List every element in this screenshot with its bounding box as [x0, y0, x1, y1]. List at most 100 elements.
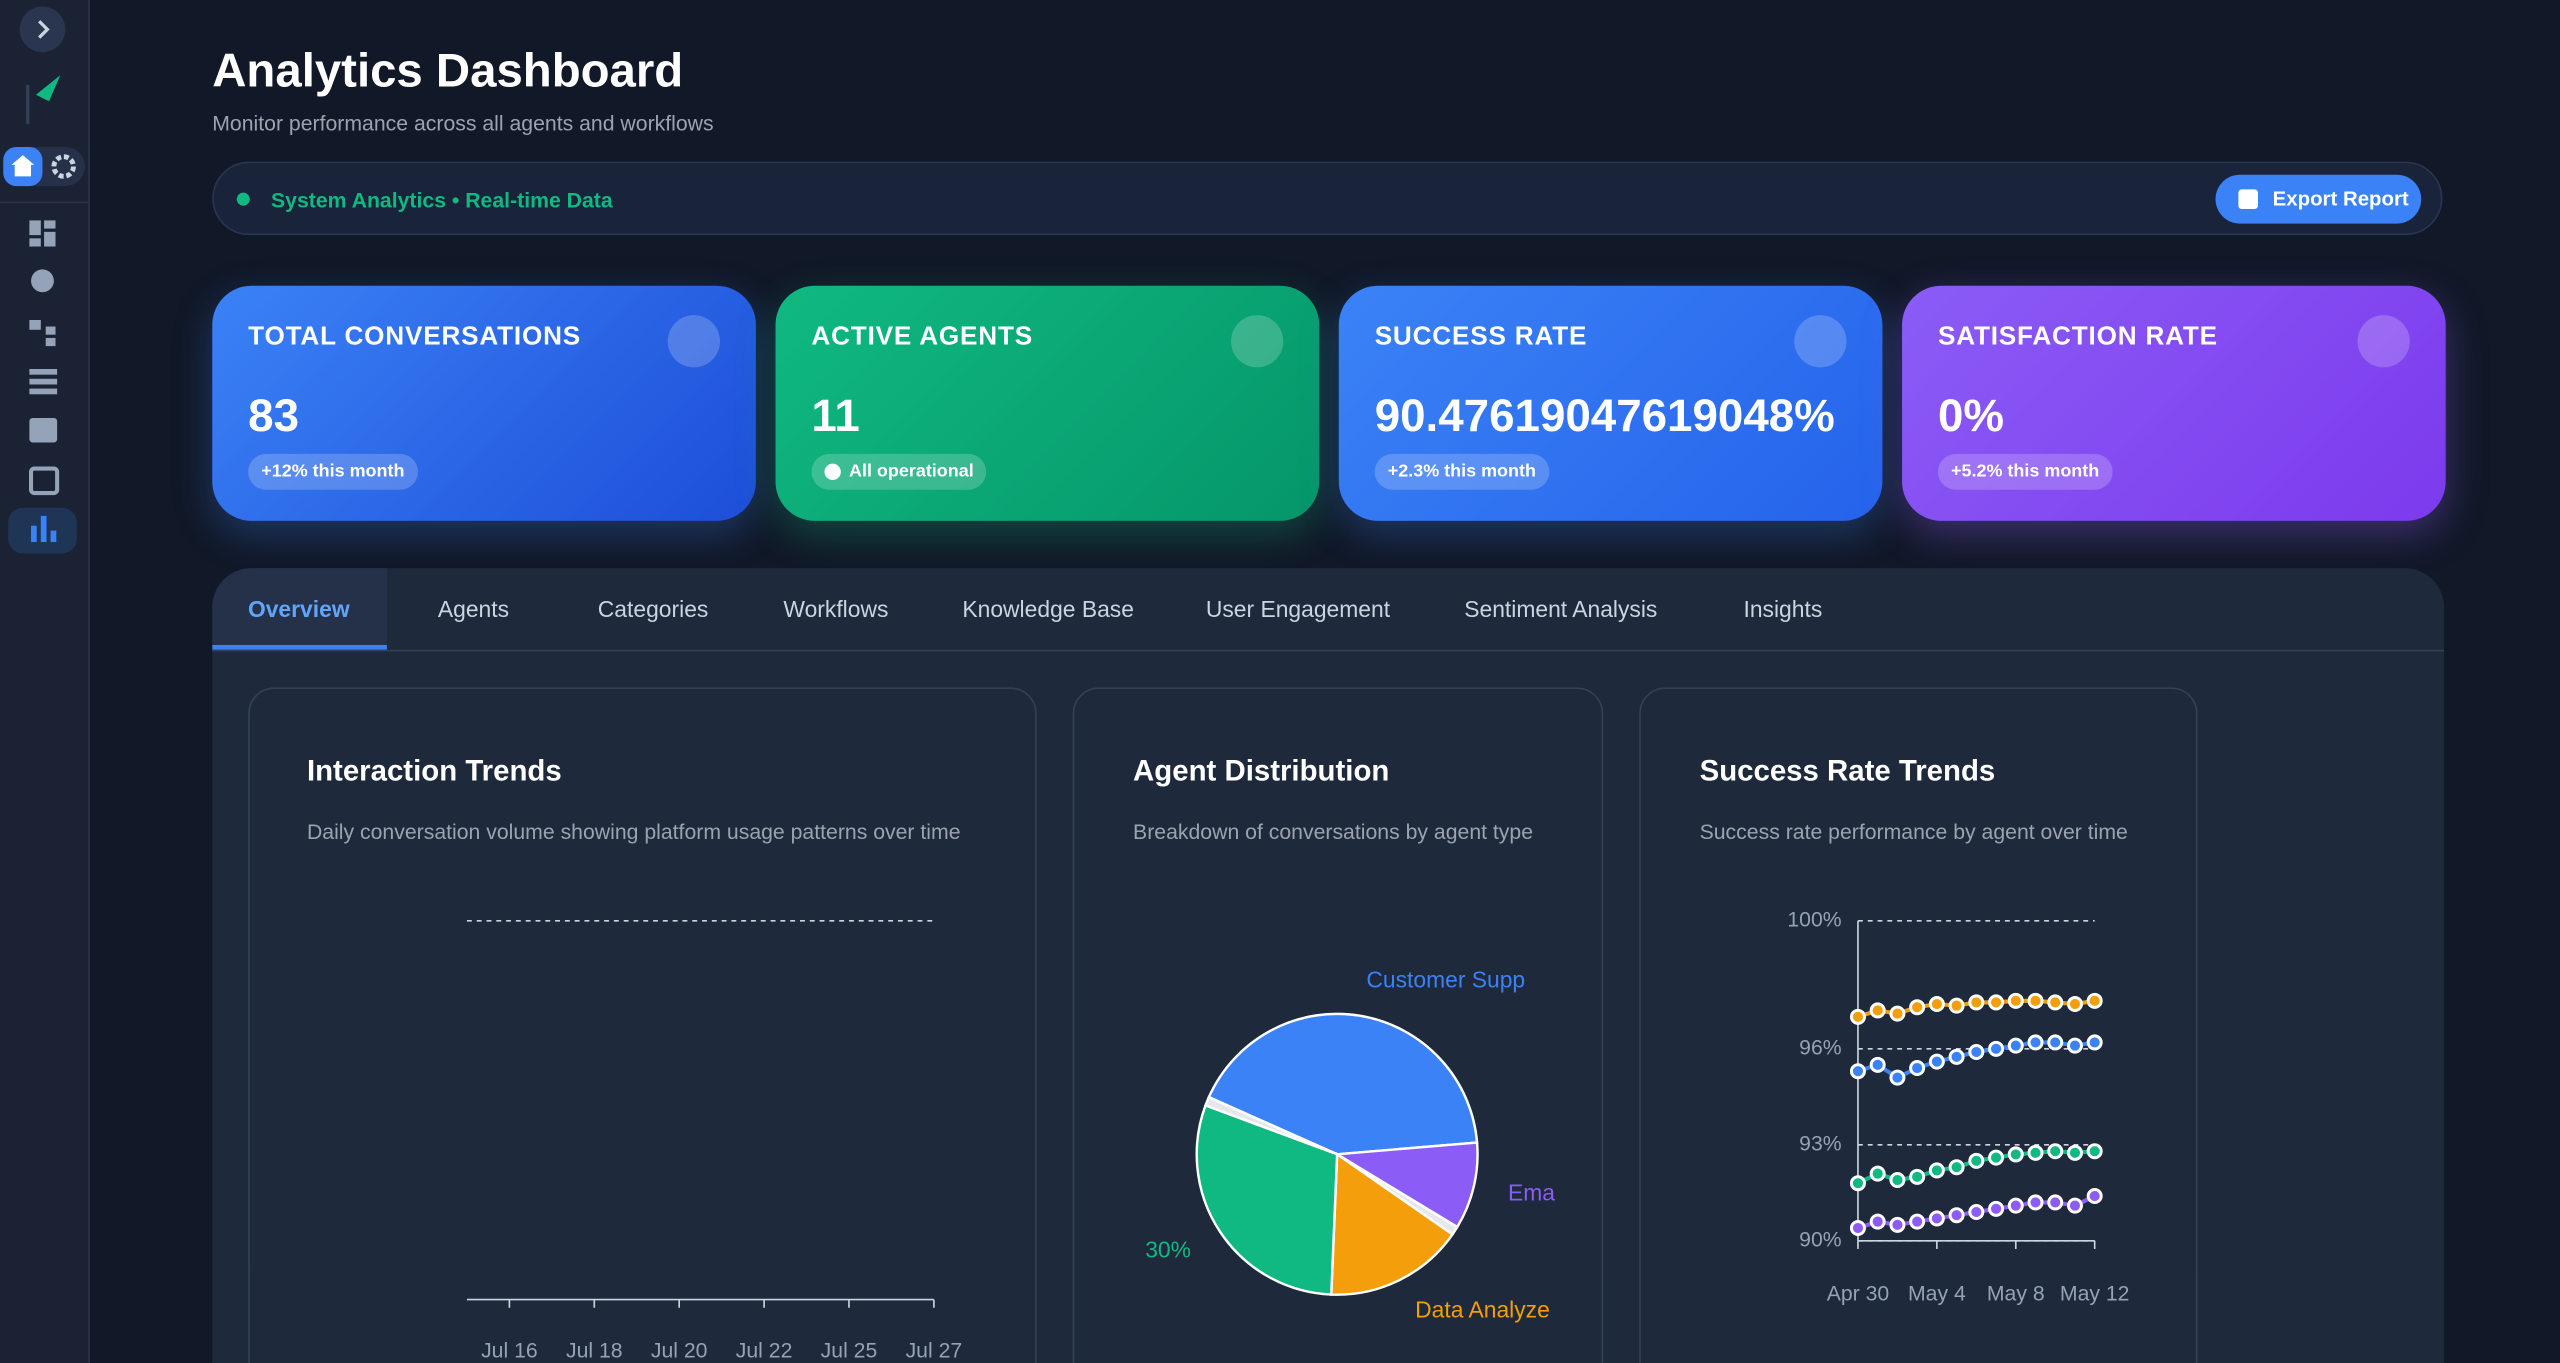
data-point	[2066, 1144, 2083, 1161]
tab[interactable]: Sentiment Analysis	[1464, 595, 1658, 623]
tab[interactable]: Knowledge Base	[962, 595, 1134, 623]
nav-icon	[29, 378, 58, 385]
stat-card: TOTAL CONVERSATIONS 83 +12% this month	[212, 285, 756, 521]
nav-icon	[31, 525, 37, 543]
tab-divider	[212, 649, 2445, 652]
data-point	[1889, 1172, 1906, 1189]
data-point	[1869, 1056, 1886, 1073]
chevron	[38, 20, 50, 39]
nav-icon[interactable]	[29, 417, 58, 443]
data-point	[2066, 996, 2083, 1013]
status-dot	[236, 192, 250, 206]
data-point	[1849, 1008, 1866, 1025]
stat-title: SUCCESS RATE	[1374, 323, 1588, 352]
data-point	[2007, 992, 2024, 1009]
slice-label: Ema	[1508, 1179, 1555, 1205]
page-title: Analytics Dashboard	[212, 45, 684, 98]
x-tick-label: Jul 18	[566, 1339, 623, 1362]
pie-slice	[1207, 1012, 1479, 1156]
pie-slice	[1329, 1152, 1455, 1296]
data-point	[1909, 1168, 1926, 1185]
data-point	[1988, 1149, 2005, 1166]
stat-card: SATISFACTION RATE 0% +5.2% this month	[1902, 285, 2446, 521]
x-tick-label: Jul 27	[906, 1339, 963, 1362]
data-point	[1948, 1159, 1965, 1176]
data-point	[2086, 1143, 2103, 1160]
data-point	[1928, 1210, 1945, 1227]
nav-icon[interactable]	[29, 368, 58, 375]
chart-subtitle: Daily conversation volume showing platfo…	[306, 819, 961, 845]
expand-button[interactable]	[19, 6, 66, 53]
data-point	[1988, 1040, 2005, 1057]
stat-icon	[1794, 315, 1847, 368]
nav-icon[interactable]	[29, 220, 41, 236]
data-point	[1889, 1005, 1906, 1022]
chart-title: Interaction Trends	[306, 754, 562, 787]
slice-label: 30%	[1145, 1236, 1191, 1262]
data-point	[2086, 992, 2103, 1009]
tab[interactable]: User Engagement	[1205, 595, 1391, 623]
tab[interactable]: Workflows	[783, 595, 889, 623]
stat-value: 0%	[1937, 390, 2005, 441]
data-point	[2047, 1194, 2064, 1211]
nav-icon	[29, 238, 41, 247]
stat-badge: All operational	[811, 453, 987, 490]
data-point	[1869, 1165, 1886, 1182]
nav-icon	[50, 530, 57, 543]
nav-icon[interactable]	[29, 320, 41, 330]
x-tick-label: May 8	[1987, 1282, 2045, 1305]
data-point	[1889, 1069, 1906, 1086]
stat-value: 11	[811, 390, 860, 441]
page-subtitle: Monitor performance across all agents an…	[212, 111, 714, 136]
x-tick-label: Jul 25	[821, 1339, 878, 1362]
data-point	[1849, 1175, 1866, 1192]
tab[interactable]: Overview	[247, 595, 350, 623]
data-point	[1849, 1063, 1866, 1080]
slice-label: Customer Supp	[1366, 966, 1525, 992]
stat-card: ACTIVE AGENTS 11 All operational	[775, 285, 1320, 521]
export-button[interactable]: Export Report	[2215, 174, 2422, 224]
stat-card: SUCCESS RATE 90.47619047619048% +2.3% thi…	[1338, 285, 1883, 521]
nav-icon[interactable]	[31, 269, 54, 293]
data-point	[1928, 1053, 1945, 1070]
data-point	[2027, 1194, 2044, 1211]
data-point	[1889, 1216, 1906, 1233]
stat-icon	[2357, 315, 2410, 368]
sidebar-icons	[0, 6, 89, 554]
y-tick-label: 90%	[1799, 1228, 1842, 1251]
data-point	[2027, 1144, 2044, 1161]
x-tick-label: Apr 30	[1827, 1282, 1890, 1305]
data-point	[1968, 1204, 1985, 1221]
stat-value: 83	[248, 390, 300, 441]
slice-label: Data Analyze	[1415, 1297, 1550, 1323]
stat-value: 90.47619047619048%	[1374, 390, 1835, 441]
data-point	[2066, 1197, 2083, 1214]
data-point	[1909, 1213, 1926, 1230]
settings-icon[interactable]	[51, 154, 76, 179]
sidebar	[0, 0, 90, 1363]
data-point	[1948, 1207, 1965, 1224]
nav-icon[interactable]	[28, 466, 60, 496]
data-point	[1968, 1152, 1985, 1169]
tab[interactable]: Categories	[597, 595, 709, 623]
data-point	[2086, 1188, 2103, 1205]
chart-subtitle: Success rate performance by agent over t…	[1699, 819, 2128, 845]
export-icon	[2238, 189, 2258, 209]
data-point	[1909, 1060, 1926, 1077]
x-tick-label: May 4	[1908, 1282, 1966, 1305]
stat-icon	[667, 315, 720, 368]
nav-icon	[44, 231, 56, 247]
tab[interactable]: Agents	[437, 595, 510, 623]
nav-icon	[44, 220, 56, 229]
stat-badge: +5.2% this month	[1937, 453, 2113, 490]
data-point	[1869, 1002, 1886, 1019]
stat-title: TOTAL CONVERSATIONS	[248, 323, 582, 352]
data-point	[1948, 997, 1965, 1014]
tab[interactable]: Insights	[1743, 595, 1823, 623]
chart-card: Interaction Trends Daily conversation vo…	[248, 687, 1037, 1363]
stat-title: ACTIVE AGENTS	[811, 323, 1033, 352]
check-icon	[824, 463, 841, 480]
